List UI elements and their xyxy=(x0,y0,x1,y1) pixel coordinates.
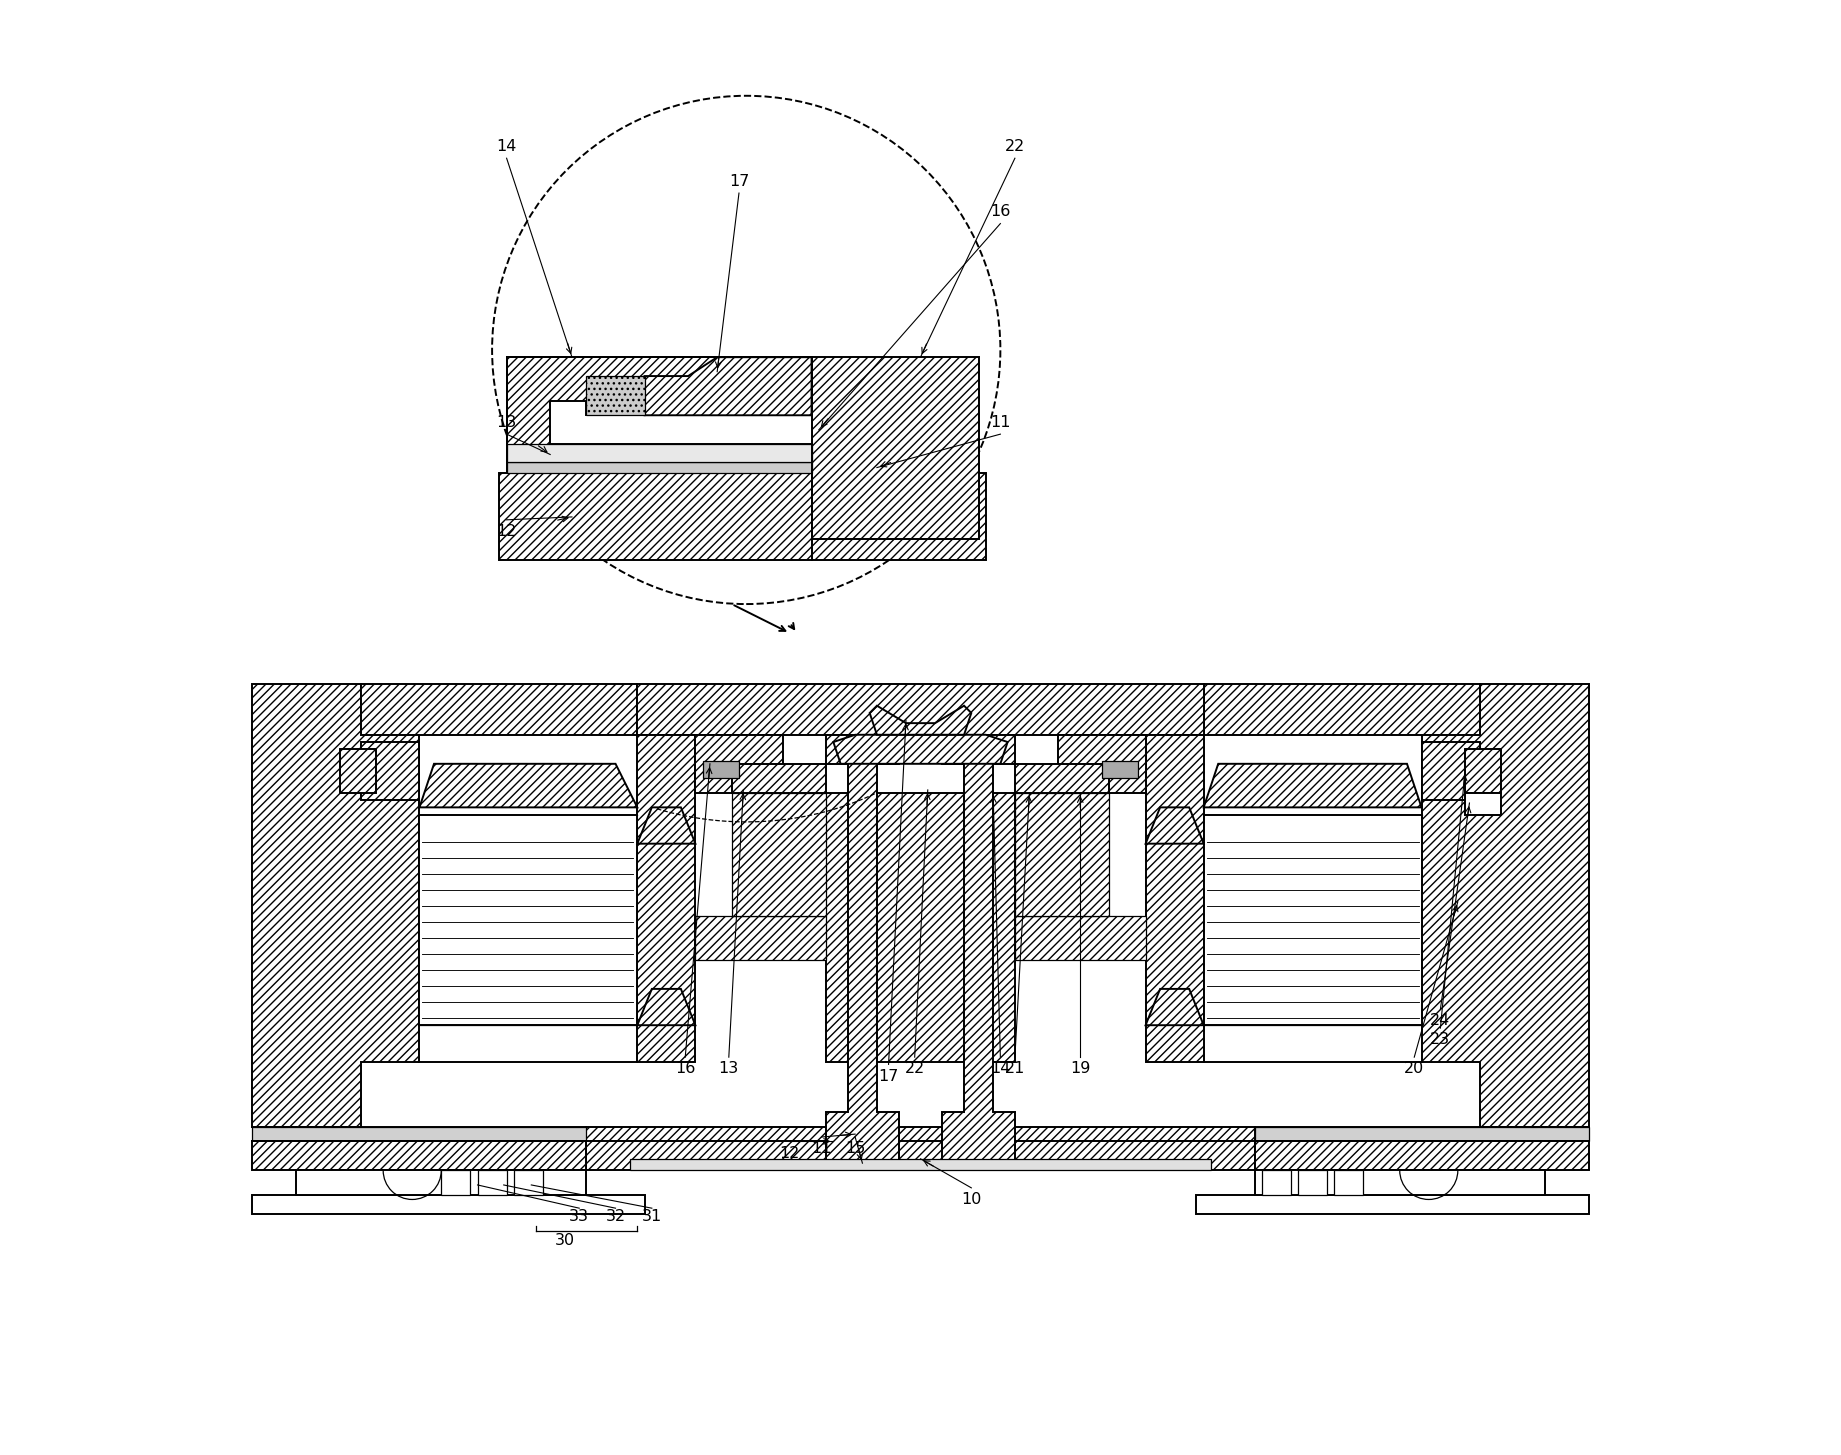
Text: 13: 13 xyxy=(497,415,517,431)
Polygon shape xyxy=(1059,735,1145,793)
Bar xyxy=(1465,793,1502,815)
Polygon shape xyxy=(420,764,637,808)
Bar xyxy=(514,1170,543,1195)
Polygon shape xyxy=(499,473,985,560)
Polygon shape xyxy=(869,706,972,735)
Text: 16: 16 xyxy=(676,1061,696,1077)
Polygon shape xyxy=(1421,742,1480,800)
Polygon shape xyxy=(812,356,979,538)
Circle shape xyxy=(495,99,998,601)
Polygon shape xyxy=(1014,917,1145,960)
Polygon shape xyxy=(827,793,1014,1062)
Polygon shape xyxy=(252,684,420,1126)
Bar xyxy=(339,749,376,793)
Text: 22: 22 xyxy=(904,1061,924,1077)
Polygon shape xyxy=(252,1126,587,1141)
Polygon shape xyxy=(550,400,812,444)
Polygon shape xyxy=(696,917,827,960)
Polygon shape xyxy=(1421,684,1589,1126)
Bar xyxy=(477,1170,506,1195)
Bar xyxy=(1298,1170,1327,1195)
Text: 17: 17 xyxy=(878,1068,898,1084)
Text: 16: 16 xyxy=(990,205,1011,220)
Text: 24: 24 xyxy=(1430,1013,1451,1029)
Text: 32: 32 xyxy=(606,1209,626,1225)
Polygon shape xyxy=(252,1141,587,1170)
Bar xyxy=(442,1170,469,1195)
Polygon shape xyxy=(361,742,420,800)
Polygon shape xyxy=(827,735,898,1170)
Bar xyxy=(703,761,738,778)
Text: 31: 31 xyxy=(643,1209,663,1225)
Polygon shape xyxy=(834,735,1007,764)
Bar xyxy=(637,684,1204,735)
Polygon shape xyxy=(1014,764,1110,793)
Polygon shape xyxy=(731,764,827,793)
Bar xyxy=(1465,749,1502,793)
Text: 14: 14 xyxy=(497,140,517,154)
Polygon shape xyxy=(1145,808,1204,844)
Bar xyxy=(1254,1170,1545,1195)
Text: 10: 10 xyxy=(961,1192,981,1208)
Polygon shape xyxy=(637,735,696,1062)
Polygon shape xyxy=(1014,793,1110,917)
Polygon shape xyxy=(637,989,696,1026)
Bar xyxy=(630,1158,1211,1170)
Polygon shape xyxy=(1204,764,1421,808)
Polygon shape xyxy=(506,356,812,473)
Polygon shape xyxy=(731,793,827,917)
Polygon shape xyxy=(1254,1141,1589,1170)
Polygon shape xyxy=(644,356,812,415)
Polygon shape xyxy=(637,808,696,844)
Bar xyxy=(1204,815,1421,1026)
Text: 22: 22 xyxy=(1005,140,1025,154)
Polygon shape xyxy=(1254,1126,1589,1141)
Polygon shape xyxy=(1145,735,1204,1062)
Text: 14: 14 xyxy=(990,1061,1011,1077)
Text: 23: 23 xyxy=(1430,1032,1451,1048)
Text: 13: 13 xyxy=(718,1061,738,1077)
Text: 33: 33 xyxy=(569,1209,589,1225)
Polygon shape xyxy=(506,444,812,461)
Bar xyxy=(587,1126,1254,1170)
Polygon shape xyxy=(587,375,644,415)
Polygon shape xyxy=(696,735,782,793)
Bar xyxy=(506,461,812,473)
Polygon shape xyxy=(1145,989,1204,1026)
Text: 21: 21 xyxy=(1005,1061,1025,1077)
Text: 15: 15 xyxy=(845,1141,865,1157)
Bar xyxy=(420,815,637,1026)
Text: 20: 20 xyxy=(1405,1061,1425,1077)
Bar xyxy=(1204,684,1480,735)
Text: 19: 19 xyxy=(1070,1061,1090,1077)
Text: 12: 12 xyxy=(779,1145,801,1161)
Bar xyxy=(1335,1170,1364,1195)
Bar xyxy=(1197,1195,1589,1213)
Bar xyxy=(296,1170,587,1195)
Text: 30: 30 xyxy=(554,1232,574,1247)
Polygon shape xyxy=(943,735,1014,1170)
Bar xyxy=(1261,1170,1291,1195)
Bar xyxy=(361,684,637,735)
Text: 12: 12 xyxy=(497,524,517,538)
Text: 11: 11 xyxy=(990,415,1011,431)
Bar xyxy=(252,1195,644,1213)
Text: 17: 17 xyxy=(729,175,749,189)
Bar xyxy=(1103,761,1138,778)
Text: 11: 11 xyxy=(812,1141,832,1157)
